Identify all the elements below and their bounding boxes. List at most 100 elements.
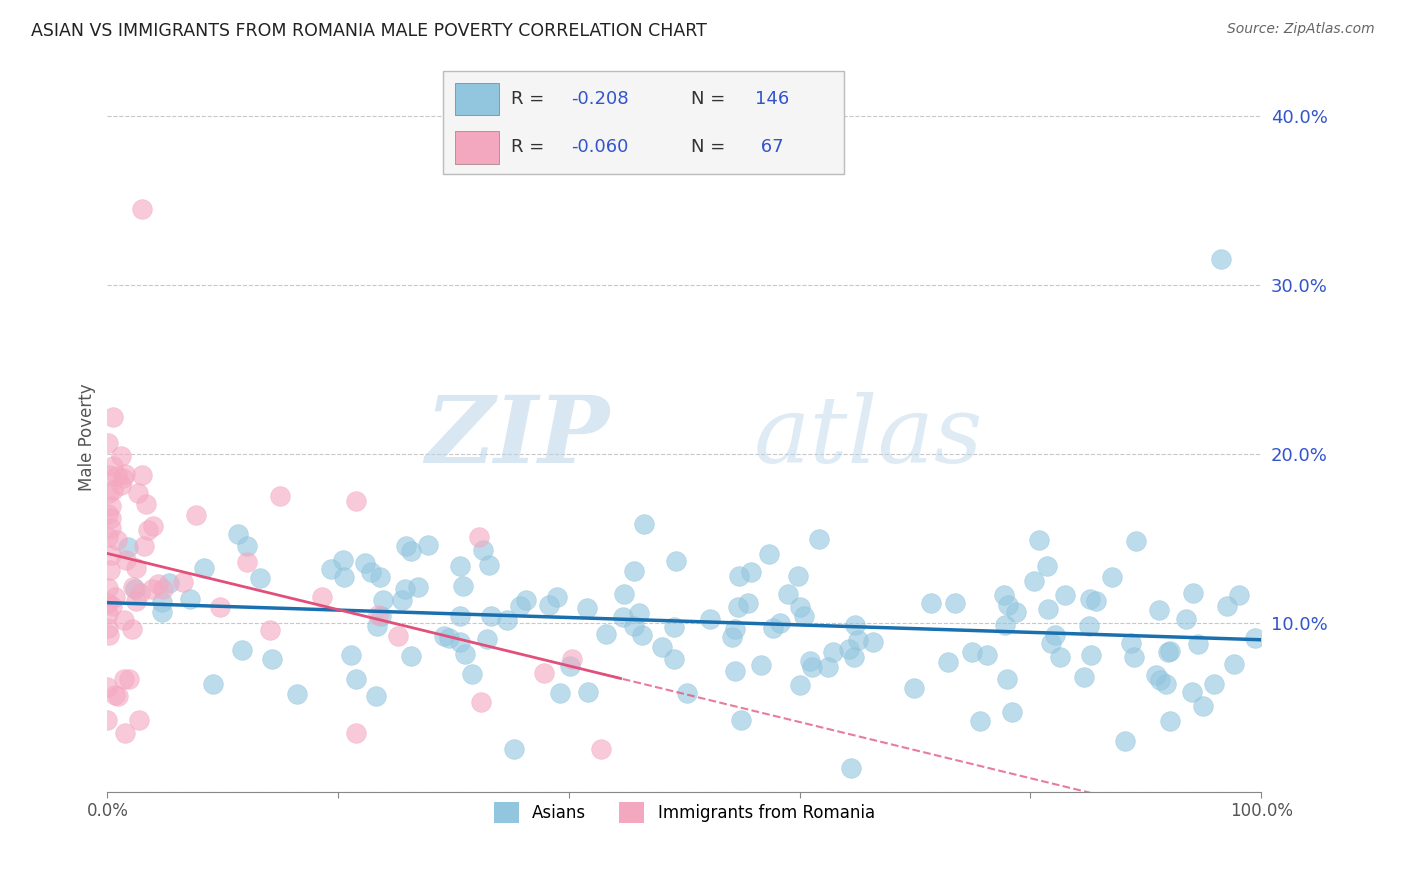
Point — [546, 590, 568, 604]
Point — [548, 686, 571, 700]
Point — [728, 569, 751, 583]
Point — [112, 673, 135, 687]
Point — [97, 621, 120, 635]
Point — [789, 678, 811, 692]
Point — [134, 539, 156, 553]
Point — [408, 580, 430, 594]
Point — [128, 586, 150, 600]
Point — [104, 688, 127, 702]
Point — [110, 449, 132, 463]
Point — [344, 493, 367, 508]
Text: 67: 67 — [755, 138, 785, 156]
Text: -0.060: -0.060 — [571, 138, 628, 156]
Point — [366, 689, 388, 703]
Point — [1181, 585, 1204, 599]
Point — [997, 672, 1019, 686]
Point — [134, 496, 156, 510]
Point — [749, 658, 772, 673]
Point — [98, 628, 121, 642]
Point — [360, 566, 382, 580]
Text: N =: N = — [692, 90, 731, 108]
Point — [1119, 636, 1142, 650]
Point — [1073, 669, 1095, 683]
Point — [184, 508, 207, 523]
Point — [107, 689, 129, 703]
Point — [699, 612, 721, 626]
Text: -0.208: -0.208 — [571, 90, 628, 108]
Point — [623, 564, 645, 578]
Point — [1181, 685, 1204, 699]
Point — [125, 593, 148, 607]
Point — [842, 649, 865, 664]
Point — [561, 651, 583, 665]
Point — [96, 680, 118, 694]
Point — [575, 600, 598, 615]
Point — [141, 582, 163, 597]
Point — [478, 558, 501, 572]
Point — [124, 582, 146, 596]
Point — [1085, 594, 1108, 608]
Point — [936, 655, 959, 669]
Point — [1101, 569, 1123, 583]
Point — [399, 648, 422, 663]
Text: 146: 146 — [755, 90, 790, 108]
Point — [387, 629, 409, 643]
Point — [172, 574, 194, 589]
Point — [969, 714, 991, 729]
Point — [105, 533, 128, 548]
Point — [1144, 668, 1167, 682]
Point — [651, 640, 673, 655]
Point — [613, 587, 636, 601]
Point — [799, 654, 821, 668]
Point — [152, 582, 174, 596]
Point — [111, 471, 134, 485]
Text: Source: ZipAtlas.com: Source: ZipAtlas.com — [1227, 22, 1375, 37]
Point — [844, 618, 866, 632]
Point — [344, 673, 367, 687]
Point — [1157, 645, 1180, 659]
Point — [103, 458, 125, 473]
Point — [209, 599, 232, 614]
Point — [1049, 650, 1071, 665]
Point — [394, 582, 416, 596]
Point — [1159, 643, 1181, 657]
Point — [433, 629, 456, 643]
Point — [157, 576, 180, 591]
Point — [97, 596, 120, 610]
Point — [789, 599, 811, 614]
Point — [1154, 677, 1177, 691]
Text: R =: R = — [510, 138, 550, 156]
Point — [839, 761, 862, 775]
Y-axis label: Male Poverty: Male Poverty — [79, 383, 96, 491]
Point — [1114, 733, 1136, 747]
Point — [962, 645, 984, 659]
Point — [100, 599, 122, 614]
Point — [1227, 588, 1250, 602]
Point — [1202, 677, 1225, 691]
Point — [368, 569, 391, 583]
Point — [100, 521, 122, 535]
Point — [104, 590, 127, 604]
Point — [96, 714, 118, 728]
Point — [371, 593, 394, 607]
Point — [128, 713, 150, 727]
Point — [560, 659, 582, 673]
Point — [993, 588, 1015, 602]
Text: ZIP: ZIP — [425, 392, 609, 482]
Point — [1053, 588, 1076, 602]
Point — [131, 202, 153, 216]
Point — [136, 523, 159, 537]
Point — [821, 645, 844, 659]
Point — [454, 647, 477, 661]
Point — [1078, 619, 1101, 633]
Point — [401, 544, 423, 558]
Point — [98, 486, 121, 500]
Point — [100, 549, 122, 563]
Point — [471, 543, 494, 558]
Point — [262, 652, 284, 666]
Point — [1149, 673, 1171, 687]
Point — [807, 533, 830, 547]
Point — [762, 621, 785, 635]
Point — [631, 628, 654, 642]
Text: R =: R = — [510, 90, 550, 108]
